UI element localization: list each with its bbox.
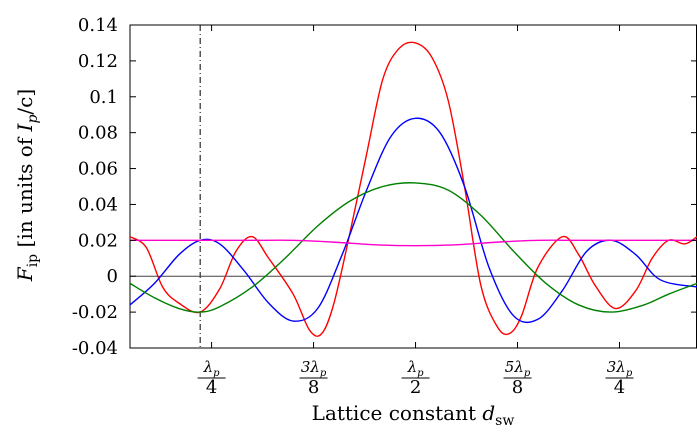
x-tick-numerator: 5λp bbox=[505, 358, 531, 379]
y-tick-label: 0.1 bbox=[89, 87, 118, 108]
x-tick-denominator: 2 bbox=[410, 377, 421, 398]
y-tick-label: 0.02 bbox=[78, 230, 118, 251]
series-line-1 bbox=[130, 41, 697, 337]
y-axis-title: Fip [in units of Ip/c] bbox=[13, 89, 41, 282]
x-axis-title-main: Lattice constant bbox=[312, 401, 483, 425]
y-tick-label: 0.08 bbox=[78, 123, 118, 144]
x-tick-numerator: 3λp bbox=[607, 358, 633, 379]
x-tick-denominator: 4 bbox=[614, 377, 625, 398]
x-tick-numerator: λp bbox=[203, 358, 221, 379]
series-line-3 bbox=[130, 182, 697, 313]
x-tick-label: λp4 bbox=[197, 358, 226, 398]
y-axis-title-symbol-sub: ip bbox=[25, 254, 41, 267]
x-axis-title-sub: sw bbox=[495, 413, 514, 429]
y-axis-title-main: [in units of bbox=[13, 131, 37, 247]
y-axis-title-tail: /c] bbox=[13, 89, 37, 115]
y-tick-label: 0.12 bbox=[78, 51, 118, 72]
y-tick-label: -0.02 bbox=[72, 302, 118, 323]
y-tick-label: 0.04 bbox=[78, 194, 118, 215]
series-line-4 bbox=[130, 239, 697, 247]
reference-lines bbox=[130, 25, 697, 348]
plot-frame bbox=[129, 24, 697, 349]
series-line-2 bbox=[130, 117, 697, 324]
y-axis: 0.14 0.12 0.1 0.08 0.06 0.04 0.02 0 -0.02 -0.04 bbox=[72, 15, 697, 359]
x-tick-numerator: λp bbox=[407, 358, 425, 379]
x-tick-denominator: 8 bbox=[308, 377, 319, 398]
y-axis-title-I: I bbox=[13, 122, 37, 132]
x-axis-title-var: d bbox=[482, 401, 495, 425]
x-tick-denominator: 8 bbox=[512, 377, 523, 398]
x-tick-numerator: 3λp bbox=[301, 358, 327, 379]
x-tick-label: λp2 bbox=[401, 358, 430, 398]
x-tick-denominator: 4 bbox=[206, 377, 217, 398]
series-group bbox=[130, 41, 697, 337]
y-axis-title-p: p bbox=[25, 115, 41, 124]
y-axis-title-symbol: F bbox=[13, 266, 37, 282]
y-tick-label: 0 bbox=[107, 266, 118, 287]
y-tick-label: 0.14 bbox=[78, 15, 118, 36]
y-tick-label: 0.06 bbox=[78, 159, 118, 180]
x-axis-title: Lattice constant dsw bbox=[312, 401, 515, 429]
y-tick-label: -0.04 bbox=[72, 338, 118, 359]
plot-border bbox=[129, 24, 697, 349]
